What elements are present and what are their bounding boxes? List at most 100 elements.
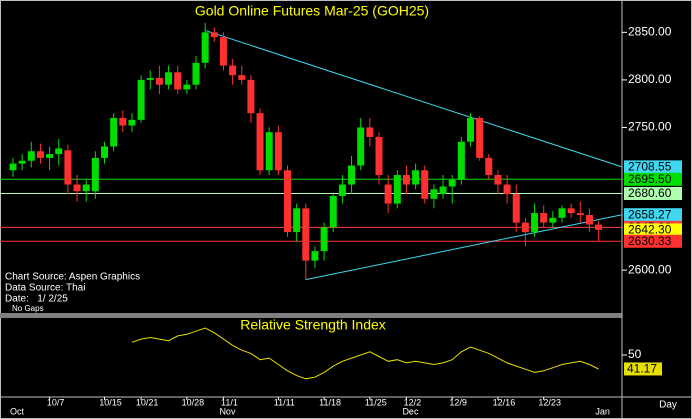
note: Chart Source: Aspen Graphics: [5, 272, 140, 283]
candle-body: [219, 37, 227, 66]
candle-body: [55, 148, 63, 155]
note: Date: 1/ 2/25: [5, 294, 68, 305]
x-month-label: Dec: [402, 406, 419, 416]
candle-body: [549, 217, 557, 223]
chart-title: Gold Online Futures Mar-25 (GOH25): [195, 3, 429, 19]
x-tick-label: 12/23: [538, 397, 561, 407]
candle-body: [183, 84, 191, 90]
candle-body: [503, 184, 511, 195]
candle-body: [73, 184, 81, 192]
candle-body: [311, 251, 319, 261]
y-tick-label: 2600.00: [628, 262, 672, 276]
candle-body: [540, 213, 548, 223]
candle-body: [165, 72, 173, 85]
candle-body: [430, 189, 438, 199]
x-month-label: Nov: [219, 406, 236, 416]
x-unit-label: Day: [659, 400, 677, 411]
candle-body: [210, 32, 218, 38]
candle-body: [265, 132, 273, 171]
candle-body: [467, 117, 474, 142]
candle-body: [128, 119, 136, 126]
rsi-value-label: 41.17: [627, 362, 657, 376]
price-label-box: [624, 172, 682, 186]
candle-body: [247, 79, 255, 114]
candle-body: [27, 151, 35, 161]
candle-body: [91, 157, 99, 192]
y-tick-label: 2750.00: [628, 120, 672, 134]
candle-body: [567, 208, 575, 214]
candle-body: [329, 195, 337, 228]
candle-body: [402, 175, 410, 185]
candle-body: [64, 150, 72, 185]
x-tick-label: 10/28: [182, 397, 205, 407]
candle-body: [576, 213, 584, 215]
candle-body: [302, 208, 310, 261]
candle-body: [512, 194, 520, 223]
trendline: [204, 29, 623, 168]
candle-body: [137, 79, 145, 120]
candle-body: [36, 151, 44, 158]
candle-body: [320, 227, 328, 252]
candle-body: [155, 78, 163, 85]
x-tick-label: 12/16: [493, 397, 516, 407]
candle-body: [338, 184, 346, 196]
price-label: 2642.30: [628, 223, 672, 237]
price-label-box: [624, 186, 682, 200]
price-label: 2658.27: [628, 207, 672, 221]
x-tick-label: 10/15: [99, 397, 122, 407]
candle-body: [174, 72, 182, 90]
candle-body: [375, 136, 383, 176]
candle-body: [384, 184, 392, 204]
candle-body: [531, 213, 539, 233]
y-tick-label: 50: [628, 347, 642, 361]
candle-body: [192, 62, 200, 85]
candle-body: [229, 65, 237, 76]
y-tick-label: 2800.00: [628, 72, 672, 86]
candle-body: [110, 117, 118, 147]
rsi-line: [131, 327, 599, 380]
candle-body: [284, 170, 291, 233]
candle-body: [485, 157, 493, 176]
candle-body: [595, 224, 603, 230]
candle-body: [82, 184, 90, 192]
price-label: 2630.33: [628, 234, 672, 248]
candle-body: [439, 186, 447, 195]
trendline: [305, 214, 623, 281]
candle-body: [256, 113, 264, 171]
x-month-label: Jan: [595, 406, 610, 416]
x-month-label: Oct: [10, 406, 25, 416]
candle-body: [585, 214, 593, 225]
candle-body: [201, 32, 209, 63]
price-label: 2708.55: [628, 160, 672, 174]
x-tick-label: 11/25: [365, 397, 387, 407]
note: No Gaps: [12, 304, 44, 313]
x-tick-label: 10/21: [136, 397, 159, 407]
x-tick-label: 11/1: [221, 397, 238, 407]
price-label: 2695.50: [628, 172, 672, 186]
x-tick-label: 12/9: [449, 397, 467, 407]
candle-body: [101, 146, 108, 158]
candle-body: [366, 127, 374, 137]
price-label-box: [624, 234, 682, 248]
candle-body: [18, 160, 26, 164]
candle-body: [119, 117, 127, 126]
candle-body: [238, 75, 246, 80]
x-tick-label: 11/11: [274, 397, 295, 407]
price-label-box: [624, 208, 682, 222]
panel-separator: [0, 313, 622, 318]
x-tick-label: 11/18: [319, 397, 341, 407]
y-tick-label: 2850.00: [628, 25, 672, 39]
candle-body: [494, 175, 502, 185]
candle-body: [46, 154, 54, 158]
candle-body: [274, 132, 282, 171]
candle-body: [393, 175, 401, 204]
rsi-title: Relative Strength Index: [240, 317, 386, 333]
candle-body: [521, 222, 529, 233]
candle-body: [558, 208, 566, 218]
price-label: 2680.60: [628, 186, 672, 200]
candle-body: [476, 117, 484, 158]
candle-body: [448, 179, 456, 187]
price-label-box: [624, 160, 682, 174]
price-label-box: [624, 223, 682, 237]
